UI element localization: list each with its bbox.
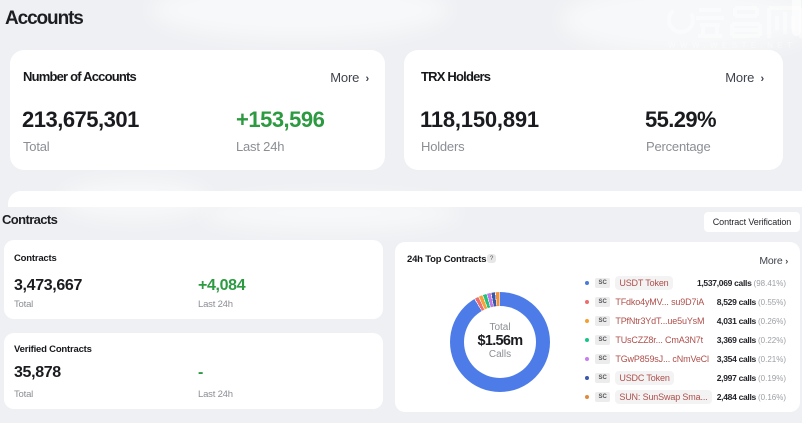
svg-text:WWW.WESTE.NET: WWW.WESTE.NET xyxy=(668,41,796,50)
